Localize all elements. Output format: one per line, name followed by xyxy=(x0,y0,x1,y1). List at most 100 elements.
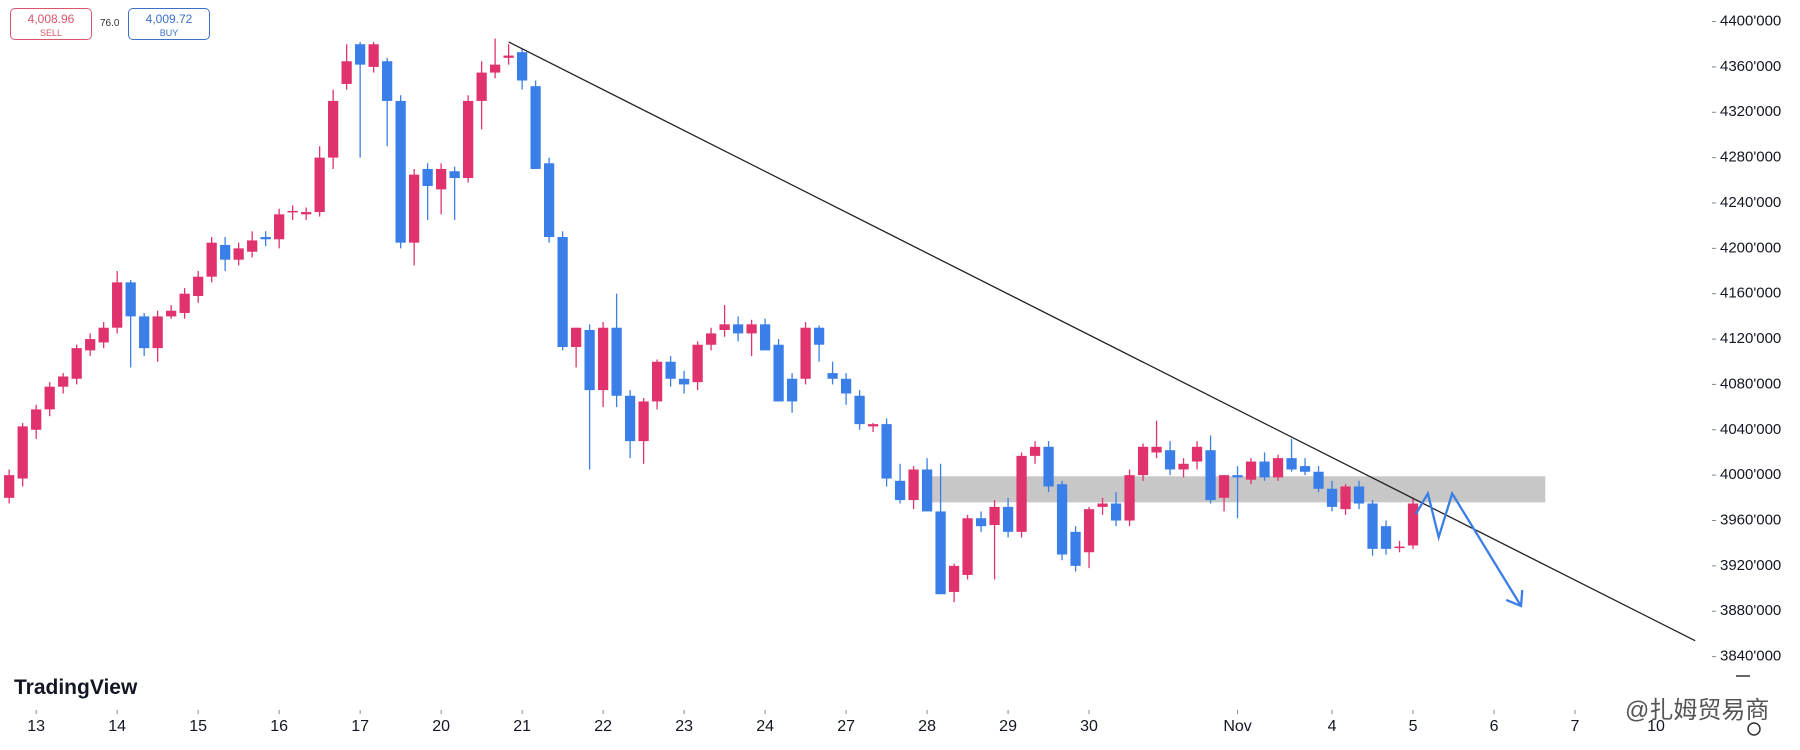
x-tick-label: 13 xyxy=(27,718,45,735)
candle-body xyxy=(301,212,312,215)
candle-body xyxy=(1272,458,1284,478)
support-zone xyxy=(927,476,1546,503)
candle-body xyxy=(355,44,366,65)
candle-body xyxy=(71,348,82,379)
candle-body xyxy=(989,506,1000,526)
x-tick-label: 20 xyxy=(432,718,450,735)
y-tick-label: 4040'000 xyxy=(1720,421,1781,438)
candle-body xyxy=(1313,471,1324,489)
candle-body xyxy=(948,565,960,592)
y-tick-label: 3960'000 xyxy=(1720,511,1781,528)
x-tick-label: 28 xyxy=(918,718,936,735)
x-tick-label: 29 xyxy=(999,718,1017,735)
x-tick-label: 30 xyxy=(1080,718,1098,735)
candle-body xyxy=(624,395,636,442)
candle-body xyxy=(1083,509,1095,553)
trendline xyxy=(508,41,1696,642)
candle-body xyxy=(328,100,339,158)
candle-body xyxy=(975,518,987,527)
candle-body xyxy=(422,168,433,186)
candle-body xyxy=(786,378,798,402)
candle-body xyxy=(1286,458,1297,470)
candle-body xyxy=(314,157,325,213)
candle-body xyxy=(1191,446,1203,462)
candle-body xyxy=(921,469,933,512)
candle-body xyxy=(746,324,757,334)
candle-body xyxy=(17,426,28,479)
y-tick-label: 4200'000 xyxy=(1720,239,1781,256)
candle-body xyxy=(1178,463,1189,470)
candle-body xyxy=(908,469,919,501)
brand-logo: TradingView xyxy=(14,676,138,699)
x-tick-label: 17 xyxy=(351,718,369,735)
candle-body xyxy=(395,100,406,243)
candle-body xyxy=(1029,446,1041,456)
candle-body xyxy=(1340,486,1351,510)
candle-body xyxy=(287,210,298,213)
buy-label: BUY xyxy=(159,28,179,38)
buy-button[interactable]: 4,009.72 BUY xyxy=(128,8,210,40)
candle-body xyxy=(503,55,514,58)
y-tick-label: 4320'000 xyxy=(1720,103,1781,120)
candle-body xyxy=(840,378,852,394)
candle-body xyxy=(705,333,717,345)
candle-body xyxy=(1326,488,1338,507)
candle-body xyxy=(1259,461,1270,478)
candle-body xyxy=(678,378,690,385)
x-tick-label: Nov xyxy=(1223,718,1251,735)
projection-arrowhead xyxy=(1505,589,1524,608)
candle-body xyxy=(759,324,771,351)
x-tick-label: 5 xyxy=(1409,718,1418,735)
candle-body xyxy=(854,395,865,425)
y-tick-label: 4120'000 xyxy=(1720,330,1781,347)
candle-body xyxy=(935,511,946,595)
x-tick-label: 24 xyxy=(756,718,774,735)
candle-body xyxy=(368,44,379,67)
y-tick-label: 4280'000 xyxy=(1720,149,1781,166)
candle-body xyxy=(773,344,784,402)
x-tick-label: 22 xyxy=(594,718,612,735)
watermark: @扎姆贸易商 xyxy=(1625,697,1770,724)
candle-body xyxy=(530,86,541,169)
candle-body xyxy=(800,327,811,379)
candle-body xyxy=(260,237,271,240)
candle-body xyxy=(813,327,825,345)
candle-body xyxy=(31,409,42,430)
candle-body xyxy=(476,72,487,101)
candle-body xyxy=(152,316,163,349)
x-tick-label: 16 xyxy=(270,718,288,735)
candle-body xyxy=(881,424,892,479)
sell-label: SELL xyxy=(39,28,63,38)
candle-body xyxy=(597,327,609,391)
y-tick-label: 4000'000 xyxy=(1720,466,1781,483)
y-tick-label: 3840'000 xyxy=(1720,648,1781,665)
candle-body xyxy=(436,168,447,190)
candle-body xyxy=(1232,475,1243,478)
candle-body xyxy=(1124,475,1135,521)
candle-body xyxy=(193,276,204,296)
x-tick-label: 23 xyxy=(675,718,693,735)
candle-body xyxy=(1002,506,1014,532)
candle-body xyxy=(220,244,231,260)
sell-price: 4,008.96 xyxy=(27,12,75,26)
candle-body xyxy=(1164,450,1176,470)
candle-body xyxy=(962,518,973,575)
candle-body xyxy=(732,324,744,334)
projection-path xyxy=(1414,490,1523,607)
candle-body xyxy=(1380,526,1392,549)
candle-body xyxy=(179,293,190,313)
candle-body xyxy=(125,282,136,317)
candle-body xyxy=(449,171,460,179)
candle-body xyxy=(1043,446,1054,487)
candle-body xyxy=(58,376,69,387)
y-tick-label: 4080'000 xyxy=(1720,375,1781,392)
y-tick-label: 4400'000 xyxy=(1720,13,1781,30)
candle-body xyxy=(665,361,676,379)
candle-body xyxy=(247,240,258,252)
candle-body xyxy=(206,242,217,277)
x-tick-label: 4 xyxy=(1328,718,1337,735)
candle-body xyxy=(557,237,568,348)
sell-button[interactable]: 4,008.96 SELL xyxy=(10,8,92,40)
